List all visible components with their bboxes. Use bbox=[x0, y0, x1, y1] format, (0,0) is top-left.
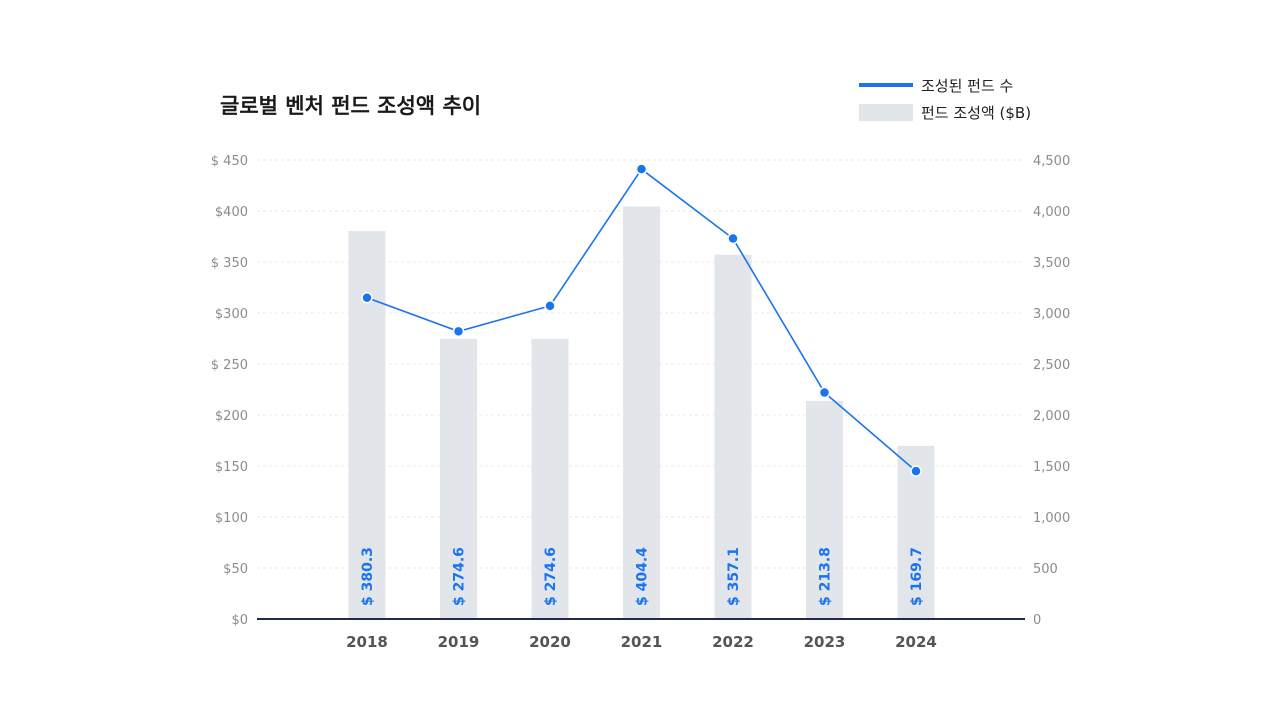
y-right-tick-label: 3,000 bbox=[1033, 307, 1070, 322]
bar-value-label: $ 213.8 bbox=[818, 547, 834, 606]
y-right-tick-label: 0 bbox=[1033, 613, 1041, 628]
fund-count-point bbox=[452, 325, 465, 338]
y-axis-left: $0 $50 $100 $150 $200 $ 250 $300 $ 350 $400 $ 450 bbox=[211, 154, 248, 628]
fund-count-point bbox=[727, 232, 739, 245]
y-axis-right: 0 500 1,000 1,500 2,000 2,500 3,000 3,500 4,000 4… bbox=[1033, 154, 1070, 628]
x-tick-label: 2019 bbox=[438, 633, 480, 651]
bar-value-label: $ 357.1 bbox=[726, 547, 742, 606]
y-left-tick-label: $200 bbox=[215, 409, 248, 424]
bar-value-label: $ 274.6 bbox=[543, 547, 559, 606]
y-left-tick-label: $0 bbox=[231, 613, 248, 628]
y-right-tick-label: 4,500 bbox=[1033, 154, 1070, 169]
chart-title: 글로벌 벤처 펀드 조성액 추이 bbox=[220, 94, 481, 118]
y-right-tick-label: 1,500 bbox=[1033, 460, 1070, 475]
legend: 조성된 펀드 수 펀드 조성액 ($B) bbox=[859, 77, 1031, 122]
x-tick-label: 2021 bbox=[621, 633, 663, 651]
bar-value-label: $ 380.3 bbox=[360, 547, 376, 606]
y-left-tick-label: $300 bbox=[215, 307, 248, 322]
y-right-tick-label: 2,000 bbox=[1033, 409, 1070, 424]
x-tick-label: 2022 bbox=[712, 633, 754, 651]
x-tick-label: 2024 bbox=[895, 633, 937, 651]
legend-label-fund-count: 조성된 펀드 수 bbox=[921, 77, 1013, 95]
line-series bbox=[361, 163, 922, 477]
y-right-tick-label: 500 bbox=[1033, 562, 1058, 577]
fund-count-point bbox=[635, 163, 648, 175]
fund-count-point bbox=[361, 291, 373, 304]
y-left-tick-label: $400 bbox=[215, 205, 248, 220]
y-left-tick-label: $ 350 bbox=[211, 256, 248, 271]
y-right-tick-label: 2,500 bbox=[1033, 358, 1070, 373]
bar-series bbox=[348, 206, 935, 619]
legend-bar-swatch bbox=[859, 104, 913, 121]
y-right-tick-label: 4,000 bbox=[1033, 205, 1070, 220]
x-axis: 2018 2019 2020 2021 2022 2023 2024 bbox=[346, 633, 937, 651]
bar-value-label: $ 169.7 bbox=[909, 547, 925, 606]
bar bbox=[440, 338, 477, 619]
y-left-tick-label: $150 bbox=[215, 460, 248, 475]
y-right-tick-label: 1,000 bbox=[1033, 511, 1070, 526]
fund-count-point bbox=[544, 300, 556, 312]
x-tick-label: 2023 bbox=[804, 633, 846, 651]
bar-value-label: $ 274.6 bbox=[452, 547, 468, 606]
bar bbox=[714, 254, 752, 619]
x-tick-label: 2018 bbox=[346, 633, 388, 651]
y-left-tick-label: $ 450 bbox=[211, 154, 248, 169]
bar-labels: $ 380.3 $ 274.6 $ 274.6 $ 404.4 $ 357.1 $ 213… bbox=[360, 547, 925, 606]
bar-value-label: $ 404.4 bbox=[635, 547, 651, 606]
y-left-tick-label: $50 bbox=[223, 562, 248, 577]
x-tick-label: 2020 bbox=[529, 633, 571, 651]
y-left-tick-label: $100 bbox=[215, 511, 248, 526]
fund-count-point bbox=[818, 386, 831, 399]
bar bbox=[623, 206, 660, 619]
bar bbox=[806, 400, 843, 619]
legend-label-fund-amount: 펀드 조성액 ($B) bbox=[921, 104, 1031, 122]
y-left-tick-label: $ 250 bbox=[211, 358, 248, 373]
fund-count-point bbox=[910, 465, 922, 477]
bar bbox=[531, 338, 569, 619]
y-right-tick-label: 3,500 bbox=[1033, 256, 1070, 271]
